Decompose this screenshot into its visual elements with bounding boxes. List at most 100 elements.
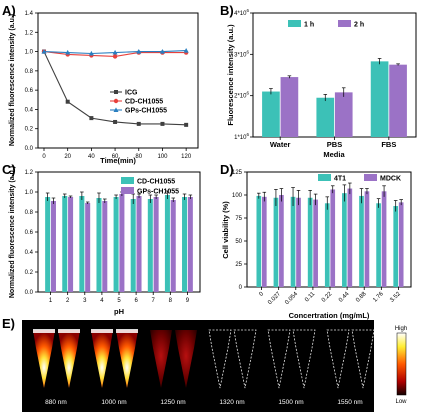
chart-a-point [160,121,165,126]
chart-c-bar [79,196,85,292]
chart-a-legend-label: CD-CH1055 [125,99,163,106]
chart-d-ytick-label: 50 [235,239,242,245]
wavelength-label: 1250 nm [160,399,185,406]
chart-a-xtick-label: 40 [88,154,95,160]
chart-d-bar [313,199,318,287]
chart-c-ylabel: Normalized fluorescence intensity (a.u.) [9,166,16,298]
chart-d-bar [256,195,262,287]
nir-image-panel [22,320,374,412]
chart-a-point [112,54,118,59]
chart-c-bar [170,200,176,292]
chart-d-bar [376,203,381,287]
chart-a-point [88,50,94,56]
chart-a-point [136,48,142,54]
tube-cap-glow [116,329,138,333]
chart-a-xtick-label: 0 [42,154,46,160]
chart-d-bar [359,195,364,287]
chart-c-ytick-label: 1.2 [25,170,34,176]
panel-label-b: B) [220,3,234,18]
chart-d-xtick-label: 1.76 [372,291,385,304]
chart-d-bar [279,195,284,287]
chart-a-legend-marker [114,90,118,94]
tube-cap-glow [33,329,55,333]
panel-label-c: C) [2,162,16,177]
tube-image [233,329,257,389]
chart-d-bar [290,196,296,287]
chart-a-point [159,48,165,54]
chart-a-ytick-label: 1.4 [25,11,34,17]
chart-c-xtick-label: 6 [134,298,138,304]
colorbar-high-label: High [395,326,407,332]
chart-d-xtick-label: 0.054 [284,291,299,306]
chart-b-bar [262,91,280,137]
chart-c-bar [68,197,74,292]
chart-d-xtick-label: 0.44 [338,291,351,304]
chart-c-legend-swatch [121,187,134,194]
chart-b-legend-label: 1 h [304,22,314,29]
tube-image [208,329,232,389]
chart-b-xtick-label: FBS [381,140,396,149]
chart-c-xtick-label: 9 [186,298,190,304]
chart-c-bar [147,199,153,292]
chart-c-bar [182,197,188,292]
chart-c-bar [136,196,142,292]
wavelength-label: 1550 nm [337,399,362,406]
chart-b-ytick-label: 1*106 [234,132,249,141]
chart-d-ylabel: Cell viability (%) [221,201,230,259]
chart-a-ytick-label: 0.6 [25,88,34,94]
chart-b-xtick-label: PBS [327,140,342,149]
chart-a-plot: 0.0 0.2 0.4 0.6 0.8 1.0 1.2 1.4 0 20 40 60 80 100 120 I… [25,11,192,160]
chart-d-bar [261,196,267,287]
chart-a-point [184,122,189,127]
chart-c-bar [85,203,91,292]
chart-d-bar [364,191,370,287]
chart-a-ylabel: Normalized fluorescence intensity (a.u.) [9,14,16,146]
chart-d-ytick-label: 25 [235,262,242,268]
chart-c-bar [164,195,170,292]
chart-b-bar [316,97,335,137]
panel-label-a: A) [2,3,16,18]
chart-d-bar [324,203,330,287]
chart-c-bar [96,198,102,292]
chart-b-xlabel: Media [323,150,345,159]
tube-image [91,330,113,388]
chart-c-legend-label: CD-CH1055 [137,179,175,186]
chart-c-xtick-label: 5 [117,298,121,304]
chart-d-xtick-label: 0 [258,291,265,298]
chart-d-bar [273,197,279,287]
chart-c-xtick-label: 7 [152,298,156,304]
chart-d-bar [347,188,353,287]
chart-b-ytick-label: 3*106 [234,49,249,58]
chart-d-xtick-label: 0.11 [304,291,317,304]
chart-d-xlabel: Concertration (mg/mL) [289,311,370,320]
chart-c-bar [45,197,51,292]
chart-d-legend-label: MDCK [380,176,401,183]
chart-c-bar [113,197,119,292]
chart-a-point [41,48,47,54]
wavelength-label: 1500 nm [278,399,303,406]
chart-b-ylabel: Fluorescence intensity (a.u.) [226,24,235,126]
chart-d-bar [381,191,387,287]
tube-image [150,330,172,388]
tube-image [267,329,291,389]
tube-image [175,330,197,388]
chart-b-bar [280,77,299,137]
tube-image [33,330,55,388]
chart-b-legend-swatch [288,20,301,27]
chart-c-xtick-label: 2 [66,298,70,304]
colorbar [396,332,407,396]
tube-image [58,330,80,388]
panel-label-e: E) [2,316,15,331]
chart-a-xtick-label: 100 [157,154,168,160]
chart-d-ytick-label: 125 [232,170,243,176]
chart-d-bar [307,197,313,287]
chart-a-point [136,121,141,126]
chart-a-point [112,49,118,55]
chart-b-legend-swatch [338,20,351,27]
chart-d-xtick-label: 0.22 [321,291,334,304]
chart-d-ytick-label: 100 [232,193,243,199]
chart-c-xtick-label: 8 [169,298,173,304]
chart-d-xtick-label: 3.52 [389,291,402,304]
chart-a-legend-label: ICG [125,90,138,97]
